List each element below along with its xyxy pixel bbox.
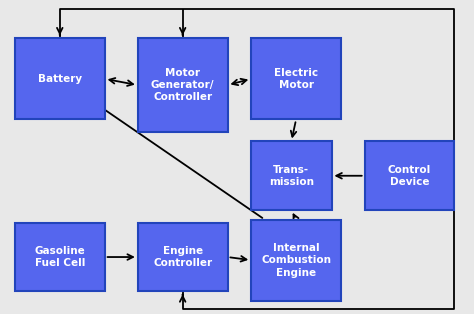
FancyBboxPatch shape bbox=[15, 223, 105, 291]
FancyBboxPatch shape bbox=[15, 38, 105, 120]
Text: Electric
Motor: Electric Motor bbox=[274, 68, 318, 90]
Text: Battery: Battery bbox=[38, 74, 82, 84]
Text: Motor
Generator/
Controller: Motor Generator/ Controller bbox=[151, 68, 214, 102]
FancyBboxPatch shape bbox=[251, 141, 331, 210]
Text: Internal
Combustion
Engine: Internal Combustion Engine bbox=[261, 243, 331, 278]
FancyBboxPatch shape bbox=[365, 141, 455, 210]
Text: Control
Device: Control Device bbox=[388, 165, 431, 187]
FancyBboxPatch shape bbox=[138, 223, 228, 291]
FancyBboxPatch shape bbox=[138, 38, 228, 132]
FancyBboxPatch shape bbox=[251, 38, 341, 120]
Text: Trans-
mission: Trans- mission bbox=[269, 165, 314, 187]
FancyBboxPatch shape bbox=[251, 219, 341, 301]
Text: Gasoline
Fuel Cell: Gasoline Fuel Cell bbox=[35, 246, 85, 268]
Text: Engine
Controller: Engine Controller bbox=[153, 246, 212, 268]
